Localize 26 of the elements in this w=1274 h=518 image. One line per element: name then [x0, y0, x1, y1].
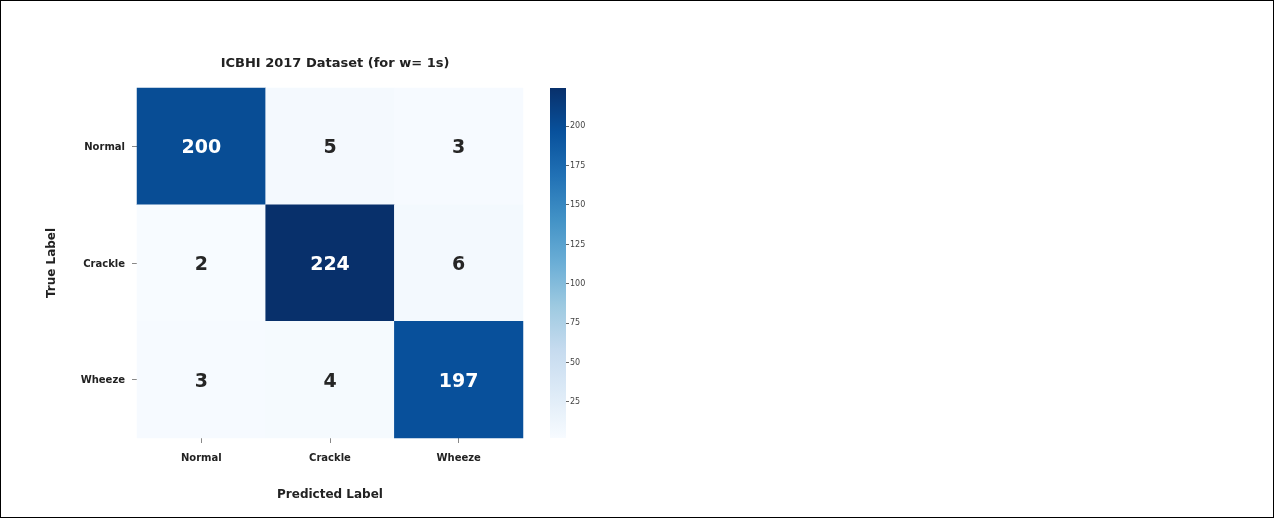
data-label: 224: [310, 252, 350, 274]
x-tick-label: Crackle: [309, 451, 352, 463]
data-label: 5: [323, 135, 337, 158]
color-bar-label: 200: [570, 121, 586, 131]
color-bar-label: 175: [570, 160, 586, 170]
data-label: 3: [452, 135, 466, 158]
color-bar-label: 50: [570, 357, 581, 367]
x-tick-label: Normal: [180, 451, 222, 463]
data-label: 4: [323, 368, 337, 391]
data-label: 6: [452, 252, 466, 274]
y-tick-label: Crackle: [83, 257, 126, 269]
data-label: 200: [181, 135, 222, 158]
data-label: 2: [194, 252, 208, 274]
y-tick-label: Normal: [84, 140, 125, 152]
x-axis-title: Predicted Label: [277, 487, 383, 501]
data-label: 3: [194, 368, 208, 391]
x-tick-label: Wheeze: [436, 451, 482, 463]
data-label: 197: [438, 368, 479, 391]
color-bar-label: 25: [570, 397, 581, 407]
chart-title: ICBHI 2017 Dataset (for w= 1s): [220, 55, 450, 70]
color-bar-label: 150: [570, 200, 586, 210]
y-axis-title: True Label: [44, 227, 58, 299]
color-bar-label: 75: [570, 318, 581, 328]
y-tick-label: Wheeze: [80, 374, 126, 386]
color-bar-label: 100: [570, 279, 586, 288]
color-bar-label: 125: [570, 239, 586, 249]
